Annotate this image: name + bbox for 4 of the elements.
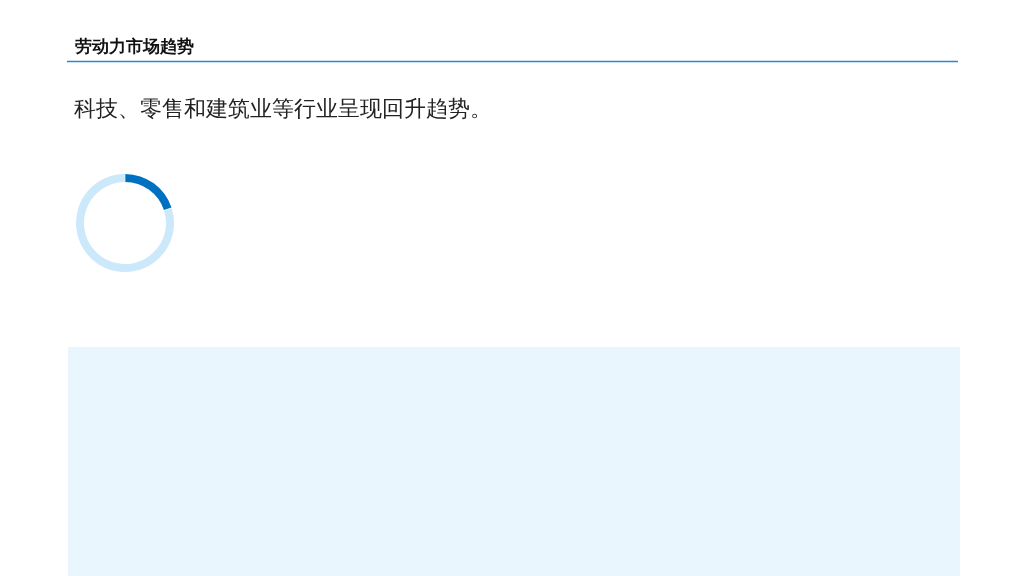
- donut-slice: [76, 174, 174, 272]
- chart-title: 劳动力市场趋势: [75, 36, 194, 56]
- text: 科技、零售和建筑业等行业呈现回升趋势。: [74, 96, 492, 121]
- donut-slice: [125, 174, 172, 211]
